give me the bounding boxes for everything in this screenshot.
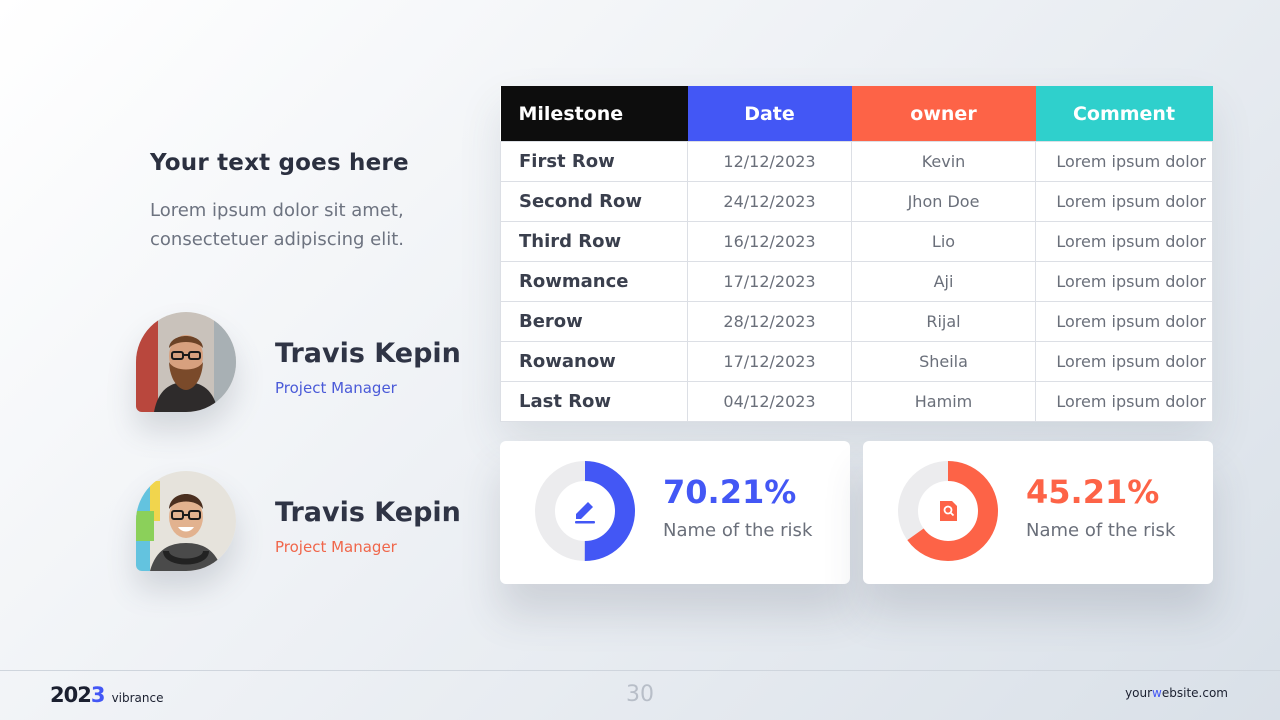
table-row: Berow 28/12/2023 Rijal Lorem ipsum dolor xyxy=(500,301,1213,342)
owner-cell: Lio xyxy=(851,221,1036,262)
table-row: Rowmance 17/12/2023 Aji Lorem ipsum dolo… xyxy=(500,261,1213,302)
website-accent: w xyxy=(1152,686,1162,700)
date-cell: 12/12/2023 xyxy=(687,141,852,182)
owner-cell: Aji xyxy=(851,261,1036,302)
milestone-cell: First Row xyxy=(500,141,688,182)
date-cell: 24/12/2023 xyxy=(687,181,852,222)
page-number: 30 xyxy=(626,682,654,707)
table-row: Second Row 24/12/2023 Jhon Doe Lorem ips… xyxy=(500,181,1213,222)
person-role: Project Manager xyxy=(275,379,397,397)
comment-cell: Lorem ipsum dolor xyxy=(1035,341,1213,382)
risk-card: 70.21% Name of the risk xyxy=(500,441,850,584)
brand-logo: 2023 vibrance xyxy=(50,683,164,707)
person-photo-icon xyxy=(136,471,236,571)
owner-cell: Hamim xyxy=(851,381,1036,422)
column-header-comment: Comment xyxy=(1035,86,1213,142)
website-link[interactable]: yourwebsite.com xyxy=(1100,686,1228,700)
milestone-cell: Second Row xyxy=(500,181,688,222)
brand-year-accent: 3 xyxy=(90,683,106,707)
intro-title: Your text goes here xyxy=(150,150,409,176)
risk-percentage: 70.21% xyxy=(663,473,797,511)
table-row: Third Row 16/12/2023 Lio Lorem ipsum dol… xyxy=(500,221,1213,262)
date-cell: 16/12/2023 xyxy=(687,221,852,262)
milestone-cell: Third Row xyxy=(500,221,688,262)
risk-donut-arc xyxy=(535,461,635,561)
footer-divider xyxy=(0,670,1280,671)
table-row: Last Row 04/12/2023 Hamim Lorem ipsum do… xyxy=(500,381,1213,422)
comment-cell: Lorem ipsum dolor xyxy=(1035,141,1213,182)
owner-cell: Rijal xyxy=(851,301,1036,342)
column-header-milestone: Milestone xyxy=(500,86,688,142)
risk-label: Name of the risk xyxy=(663,520,813,541)
intro-text: Lorem ipsum dolor sit amet, consectetuer… xyxy=(150,200,405,250)
document-search-icon xyxy=(940,501,957,521)
risk-card: 45.21% Name of the risk xyxy=(863,441,1213,584)
comment-cell: Lorem ipsum dolor xyxy=(1035,301,1213,342)
team-member-card: Travis Kepin Project Manager xyxy=(136,471,466,571)
person-name: Travis Kepin xyxy=(275,338,461,369)
table-header-row: Milestone Date owner Comment xyxy=(500,86,1213,142)
milestone-cell: Berow xyxy=(500,301,688,342)
milestone-cell: Rowanow xyxy=(500,341,688,382)
risk-donut xyxy=(535,461,635,561)
avatar xyxy=(136,312,236,412)
website-prefix: your xyxy=(1125,686,1153,700)
person-role: Project Manager xyxy=(275,538,397,556)
table-row: First Row 12/12/2023 Kevin Lorem ipsum d… xyxy=(500,141,1213,182)
risk-label: Name of the risk xyxy=(1026,520,1176,541)
date-cell: 04/12/2023 xyxy=(687,381,852,422)
milestone-table: Milestone Date owner Comment First Row 1… xyxy=(500,86,1213,422)
risk-donut xyxy=(898,461,998,561)
team-member-card: Travis Kepin Project Manager xyxy=(136,312,466,412)
person-name: Travis Kepin xyxy=(275,497,461,528)
date-cell: 28/12/2023 xyxy=(687,301,852,342)
column-header-owner: owner xyxy=(851,86,1036,142)
brand-year: 202 xyxy=(50,683,92,707)
owner-cell: Kevin xyxy=(851,141,1036,182)
milestone-table-card: Milestone Date owner Comment First Row 1… xyxy=(500,86,1213,422)
comment-cell: Lorem ipsum dolor xyxy=(1035,381,1213,422)
milestone-cell: Last Row xyxy=(500,381,688,422)
owner-cell: Jhon Doe xyxy=(851,181,1036,222)
owner-cell: Sheila xyxy=(851,341,1036,382)
comment-cell: Lorem ipsum dolor xyxy=(1035,181,1213,222)
table-row: Rowanow 17/12/2023 Sheila Lorem ipsum do… xyxy=(500,341,1213,382)
column-header-date: Date xyxy=(687,86,852,142)
pencil-icon xyxy=(575,502,595,524)
person-photo-icon xyxy=(136,312,236,412)
avatar xyxy=(136,471,236,571)
date-cell: 17/12/2023 xyxy=(687,341,852,382)
milestone-cell: Rowmance xyxy=(500,261,688,302)
risk-percentage: 45.21% xyxy=(1026,473,1160,511)
date-cell: 17/12/2023 xyxy=(687,261,852,302)
risk-donut-arc xyxy=(898,461,998,561)
comment-cell: Lorem ipsum dolor xyxy=(1035,221,1213,262)
comment-cell: Lorem ipsum dolor xyxy=(1035,261,1213,302)
brand-name: vibrance xyxy=(111,691,164,705)
website-suffix: ebsite.com xyxy=(1161,686,1228,700)
